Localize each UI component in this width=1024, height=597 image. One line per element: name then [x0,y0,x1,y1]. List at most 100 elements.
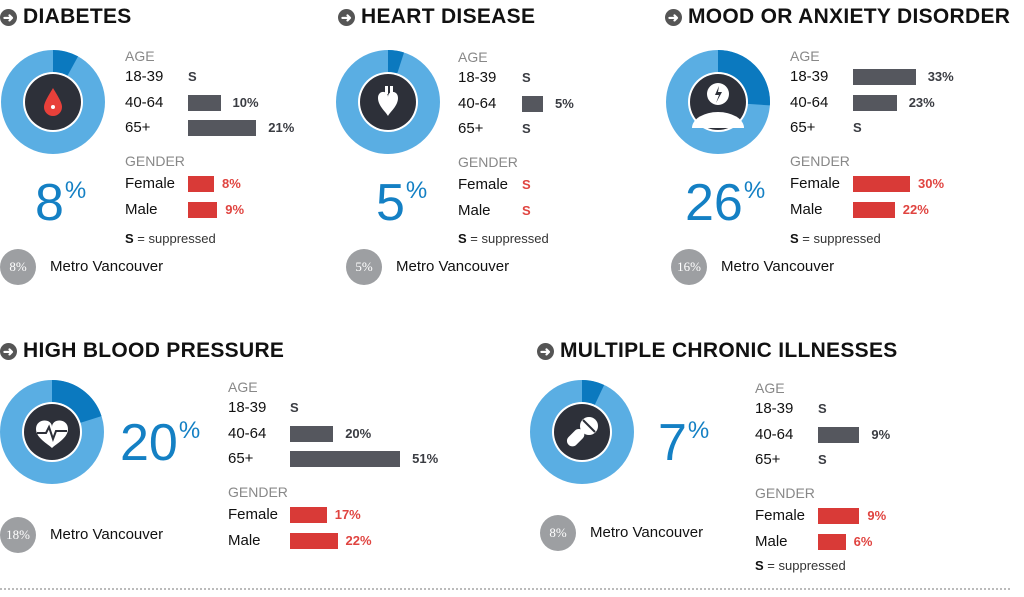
gender-value: 8% [222,176,241,191]
metro-label: Metro Vancouver [50,526,164,543]
panel-title: ➜ MULTIPLE CHRONIC ILLNESSES [537,339,898,363]
overall-percentage: 20% [120,405,200,469]
gender-heading: GENDER [125,153,185,169]
panel-title: ➜ HIGH BLOOD PRESSURE [0,339,284,363]
gender-value: 22% [345,532,372,548]
age-value: S [188,69,197,84]
overall-value: 5 [376,174,405,232]
age-bar [188,94,221,111]
gender-bar [853,176,910,192]
suppressed-key: S [755,558,764,573]
panel-title-text: MOOD OR ANXIETY DISORDER [688,5,1011,28]
age-bar [290,451,401,467]
suppressed-text: = suppressed [137,231,216,246]
age-heading: AGE [228,379,258,395]
gender-label: Female [755,507,806,524]
gender-bar [853,201,895,218]
suppressed-note: S = suppressed [790,231,881,246]
arrow-circle-icon: ➜ [0,9,17,26]
age-value: 9% [871,426,891,442]
age-bar [818,426,860,443]
gender-value: 6% [853,533,873,549]
gender-label: Male [125,200,158,218]
age-heading: AGE [125,48,155,64]
metro-value-circle: 18% [0,517,36,553]
panel-title-text: MULTIPLE CHRONIC ILLNESSES [560,339,898,362]
head-lightning-icon [692,83,744,128]
donut-segment [0,380,104,484]
age-value: 21% [268,120,295,135]
suppressed-note: S = suppressed [125,231,216,246]
age-value: S [522,121,531,136]
donut-segment [1,50,105,154]
divider [0,588,1010,590]
gender-value: S [522,177,531,192]
gender-bar [818,508,860,524]
age-group-label: 40-64 [790,93,829,111]
gender-value: 17% [334,507,361,522]
age-heading: AGE [458,49,488,65]
age-value: 51% [412,451,439,466]
gender-bar [290,532,338,549]
percent-sign: % [178,417,201,444]
age-bar [853,94,897,111]
gender-label: Female [228,506,279,523]
age-group-label: 65+ [790,119,816,136]
age-value: S [290,400,299,415]
gender-bar [188,176,214,192]
gender-heading: GENDER [755,485,815,501]
donut-chart [336,50,440,154]
gender-value: 30% [918,176,945,191]
heart-organ-icon [378,86,398,116]
age-group-label: 65+ [755,451,781,468]
percent-sign: % [64,177,87,204]
metro-label: Metro Vancouver [50,258,164,275]
gender-label: Male [458,201,491,219]
overall-percentage: 7% [658,405,709,469]
age-value: 10% [232,94,259,110]
age-group-label: 40-64 [458,94,497,112]
gender-label: Male [228,531,261,549]
overall-value: 8 [35,174,64,232]
panel-title: ➜ MOOD OR ANXIETY DISORDER [665,5,1010,29]
age-group-label: 65+ [228,450,254,467]
age-heading: AGE [755,380,785,396]
gender-label: Male [790,200,823,218]
suppressed-key: S [458,231,467,246]
metro-label: Metro Vancouver [721,258,835,275]
age-bar [188,120,257,136]
overall-value: 7 [658,414,687,472]
donut-segment [530,380,634,484]
suppressed-key: S [125,231,134,246]
age-value: 23% [908,94,935,110]
age-value: S [818,452,827,467]
arrow-circle-icon: ➜ [338,9,355,26]
gender-value: S [522,202,531,218]
overall-percentage: 26% [685,165,765,229]
panel-title-text: DIABETES [23,5,132,28]
age-value: 20% [345,425,372,441]
overall-value: 20 [120,414,178,472]
age-value: S [522,70,531,85]
metro-value-circle: 5% [346,249,382,285]
donut-chart [0,380,104,484]
age-bar [522,95,543,112]
age-group-label: 18-39 [458,69,497,86]
gender-label: Female [125,175,176,192]
age-group-label: 40-64 [125,93,164,111]
gender-value: 9% [867,508,887,523]
age-group-label: 40-64 [228,424,267,442]
metro-label: Metro Vancouver [590,524,704,541]
metro-label: Metro Vancouver [396,258,510,275]
gender-label: Female [790,175,841,192]
gender-value: 22% [902,201,929,217]
metro-value-circle: 8% [0,249,36,285]
age-value: S [818,401,827,416]
age-group-label: 18-39 [125,68,164,85]
gender-heading: GENDER [228,484,288,500]
gender-heading: GENDER [458,154,518,170]
age-value: 33% [927,69,954,84]
